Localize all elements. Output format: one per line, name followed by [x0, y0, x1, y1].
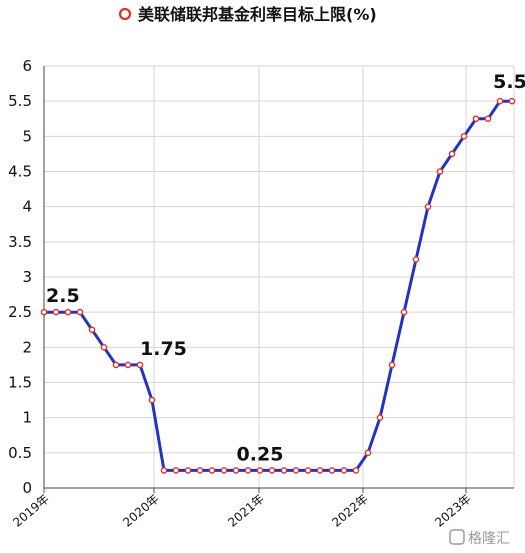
- data-point: [160, 467, 168, 474]
- x-tick-labels: 2019年 2020年 2021年 2022年 2023年: [10, 492, 474, 530]
- data-point: [52, 308, 60, 316]
- x-tick-label: 2019年: [10, 492, 52, 530]
- data-point: [196, 467, 204, 474]
- data-point: [376, 414, 384, 421]
- data-point: [112, 361, 120, 369]
- data-point: [220, 467, 228, 474]
- series-markers: [40, 97, 516, 474]
- data-point: [280, 467, 288, 474]
- watermark-logo-icon: [449, 529, 465, 545]
- data-point: [208, 467, 216, 474]
- data-point: [292, 467, 300, 474]
- data-point: [172, 467, 180, 474]
- data-point: [364, 449, 372, 457]
- y-tick-label: 6: [22, 57, 32, 75]
- legend-marker: [118, 7, 132, 21]
- legend: 美联储联邦基金利率目标上限(%): [118, 5, 377, 24]
- data-point: [400, 308, 408, 316]
- y-tick-label: 4: [22, 198, 32, 216]
- data-labels: 2.5 1.75 0.25 5.5: [46, 71, 525, 465]
- data-label: 5.5: [493, 71, 525, 93]
- y-tick-label: 3.5: [8, 233, 32, 251]
- y-tick-label: 3: [22, 268, 32, 286]
- data-point: [136, 361, 144, 369]
- data-point: [100, 344, 108, 351]
- y-tick-label: 5: [22, 127, 32, 145]
- data-point: [304, 467, 312, 474]
- data-point: [352, 467, 360, 474]
- data-point: [448, 150, 456, 158]
- data-point: [328, 467, 336, 474]
- data-point: [232, 467, 240, 474]
- x-tick-label: 2020年: [120, 492, 162, 530]
- data-point: [472, 115, 480, 123]
- data-point: [88, 326, 96, 334]
- y-tick-label: 4.5: [8, 163, 32, 181]
- gridlines: [43, 65, 515, 493]
- data-point: [64, 308, 72, 316]
- y-tick-label: 1.5: [8, 374, 32, 392]
- data-point: [340, 467, 348, 474]
- data-point: [508, 97, 516, 105]
- data-point: [460, 133, 468, 140]
- x-tick-label: 2022年: [329, 492, 371, 530]
- x-tick-label: 2023年: [432, 492, 474, 530]
- watermark-text: 格隆汇: [468, 531, 510, 547]
- data-point: [484, 115, 492, 123]
- y-tick-label: 2: [22, 338, 32, 356]
- legend-label: 美联储联邦基金利率目标上限(%): [138, 5, 377, 24]
- data-point: [244, 467, 252, 474]
- data-label: 1.75: [140, 338, 187, 360]
- y-tick-label: 0.5: [8, 444, 32, 462]
- watermark: 格隆汇: [449, 529, 510, 547]
- data-point: [424, 203, 432, 210]
- data-point: [76, 308, 84, 316]
- data-point: [316, 467, 324, 474]
- axes: [43, 66, 514, 489]
- y-tick-label: 2.5: [8, 303, 32, 321]
- data-point: [496, 97, 504, 105]
- data-point: [388, 361, 396, 369]
- data-point: [256, 467, 264, 474]
- y-tick-label: 5.5: [8, 92, 32, 110]
- data-label: 2.5: [46, 285, 80, 307]
- series-line: [44, 99, 512, 472]
- data-point: [40, 308, 48, 316]
- data-point: [268, 467, 276, 474]
- y-tick-labels: 0 0.5 1 1.5 2 2.5 3 3.5 4 4.5 5 5.5 6: [8, 57, 32, 497]
- data-point: [412, 256, 420, 263]
- data-point: [436, 168, 444, 175]
- x-tick-label: 2021年: [225, 492, 267, 530]
- series-path: [44, 99, 512, 472]
- y-tick-label: 0: [22, 479, 32, 497]
- data-point: [124, 361, 132, 369]
- y-tick-label: 1: [22, 409, 32, 427]
- data-point: [148, 396, 156, 404]
- data-point: [184, 467, 192, 474]
- data-label: 0.25: [237, 443, 284, 465]
